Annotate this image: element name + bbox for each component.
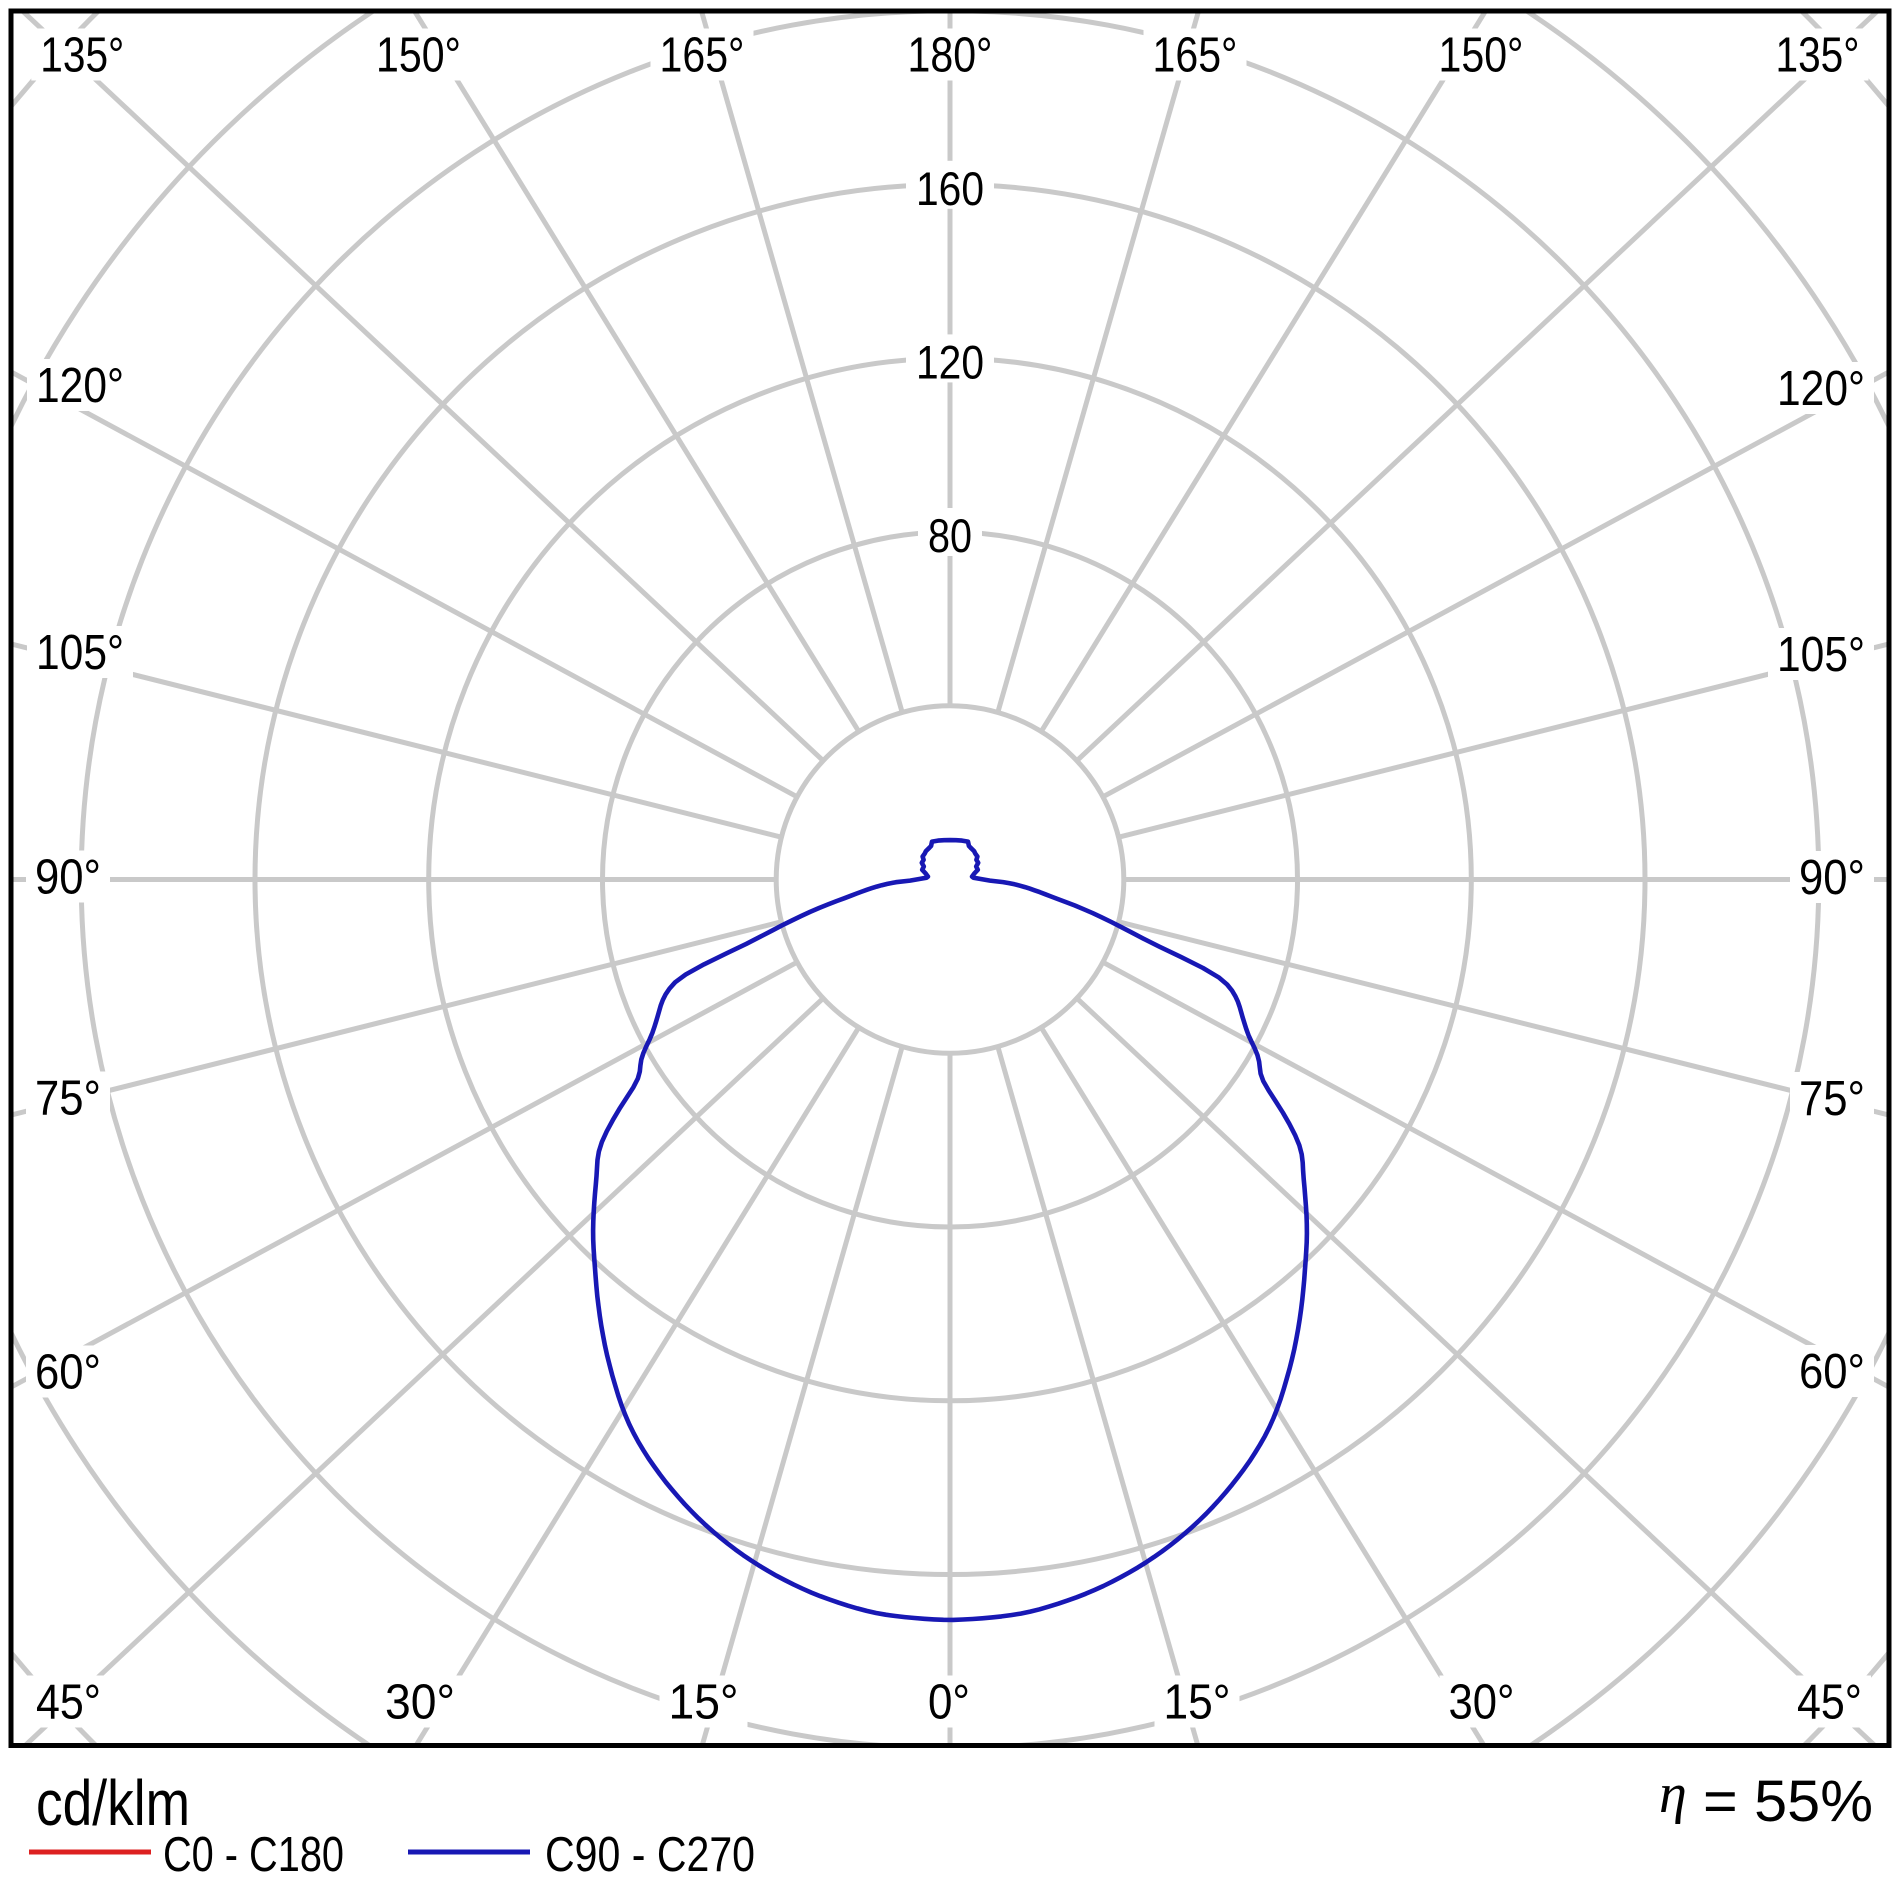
svg-text:75°: 75° [1799,1072,1865,1126]
svg-text:90°: 90° [1799,851,1865,905]
svg-text:80: 80 [928,509,972,562]
svg-text:cd/klm: cd/klm [36,1767,190,1839]
svg-text:15°: 15° [1164,1676,1231,1730]
svg-text:165°: 165° [1153,29,1238,83]
svg-text:150°: 150° [1439,29,1524,83]
svg-text:C90 - C270: C90 - C270 [545,1828,755,1882]
svg-text:60°: 60° [1799,1345,1865,1399]
svg-text:0°: 0° [928,1676,970,1730]
svg-text:η: η [1659,1763,1687,1825]
svg-text:165°: 165° [660,29,745,83]
svg-text:15°: 15° [669,1676,739,1730]
svg-text:150°: 150° [376,29,461,83]
svg-text:135°: 135° [1776,29,1860,83]
svg-text:45°: 45° [1797,1676,1862,1730]
svg-text:75°: 75° [35,1072,101,1126]
svg-text:90°: 90° [35,851,101,905]
svg-text:30°: 30° [385,1676,455,1730]
svg-text:180°: 180° [908,29,993,83]
svg-text:120°: 120° [1777,362,1865,416]
svg-text:45°: 45° [36,1676,101,1730]
svg-text:120°: 120° [36,359,124,413]
svg-text:C0 - C180: C0 - C180 [163,1828,344,1882]
svg-text:60°: 60° [35,1346,101,1400]
svg-text:30°: 30° [1449,1676,1515,1730]
svg-text:= 55%: = 55% [1703,1769,1873,1834]
svg-text:135°: 135° [40,29,124,83]
svg-text:160: 160 [916,162,984,215]
svg-text:105°: 105° [36,626,124,680]
svg-text:120: 120 [916,335,984,388]
svg-text:105°: 105° [1777,628,1865,682]
